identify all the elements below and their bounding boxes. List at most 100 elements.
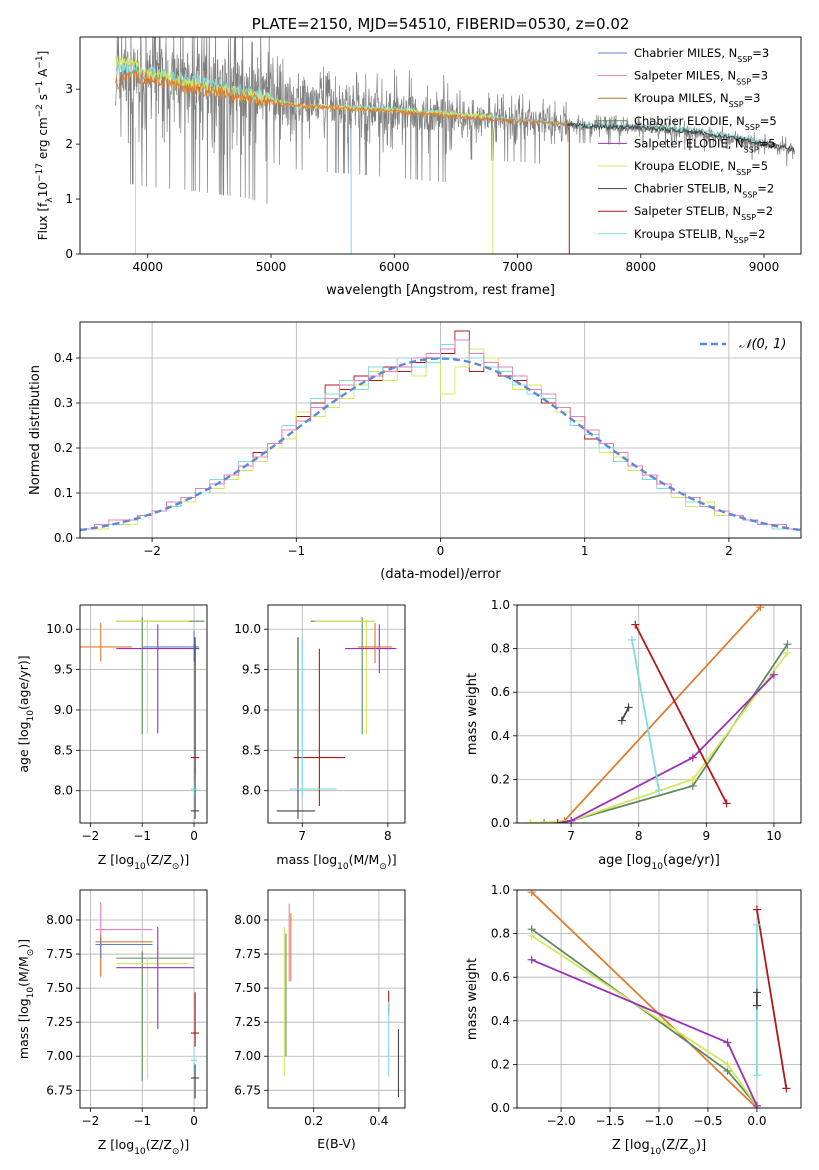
y-tick-label: 0.4 xyxy=(491,729,510,743)
x-tick-label: 2 xyxy=(725,544,733,558)
x-tick-label: 0 xyxy=(437,544,445,558)
y-tick-label: 7.50 xyxy=(46,981,73,995)
y-axis-label-part: 10 xyxy=(36,182,50,197)
y-tick-label: 9.0 xyxy=(54,703,73,717)
y-axis-label-part: (M/M xyxy=(16,956,31,987)
series-marker xyxy=(688,775,697,784)
legend-text: =2 xyxy=(749,227,766,241)
y-tick-label: 6.75 xyxy=(46,1083,73,1097)
x-tick-label: 7 xyxy=(567,829,575,843)
y-axis-label-part: −2 xyxy=(35,104,45,117)
series-line xyxy=(531,958,758,1107)
legend-text: Chabrier STELIB, N xyxy=(634,182,742,196)
x-tick-label: 0 xyxy=(190,1114,198,1128)
legend-entry: Chabrier MILES, NSSP=3 xyxy=(634,46,769,64)
x-tick-label: 8 xyxy=(384,829,392,843)
errorbar-point xyxy=(190,637,200,819)
legend-text: Chabrier MILES, N xyxy=(634,46,737,60)
y-tick-label: 7.75 xyxy=(234,947,261,961)
x-tick-label: −1 xyxy=(133,829,151,843)
plot-area xyxy=(115,37,795,254)
series-marker xyxy=(527,955,536,964)
y-axis-label: mass [log10(M/M⊙)] xyxy=(16,939,36,1059)
observed-spectrum xyxy=(115,37,795,204)
legend-subscript: SSP xyxy=(736,168,751,177)
series-line xyxy=(621,707,630,721)
series-marker xyxy=(655,786,663,795)
y-axis-label-part: ] xyxy=(36,51,50,56)
errorbar-point xyxy=(116,956,189,1080)
y-tick-label: 9.0 xyxy=(242,703,261,717)
errorbar-point xyxy=(142,630,200,662)
x-tick-label: 10 xyxy=(766,829,781,843)
x-axis-label: age [log10(age/yr)] xyxy=(598,853,720,872)
legend-text: Salpeter ELODIE, N xyxy=(634,136,744,150)
x-axis-label: wavelength [Angstrom, rest frame] xyxy=(326,283,555,298)
legend-entry: Kroupa ELODIE, NSSP=5 xyxy=(634,159,768,177)
errorbar-point xyxy=(190,992,200,1047)
legend-entry: Kroupa MILES, NSSP=3 xyxy=(634,91,760,109)
y-tick-label: 0.3 xyxy=(54,396,73,410)
series-marker xyxy=(526,819,535,823)
series-line xyxy=(563,606,762,822)
chart-mass-vs-Z: −2 −1 06.757.007.257.507.758.00Z [log10(Z/… xyxy=(16,889,208,1157)
series-marker xyxy=(752,920,761,929)
x-axis-label-part: 10 xyxy=(134,862,146,872)
y-axis-label-part: age [log xyxy=(16,721,31,772)
legend-text: Salpeter MILES, N xyxy=(634,69,736,83)
series-marker xyxy=(567,816,576,823)
y-tick-label: 10.0 xyxy=(234,622,261,636)
errorbar-point xyxy=(116,619,189,735)
errorbar-point xyxy=(345,624,397,673)
y-axis-label-part: Flux [f xyxy=(36,202,50,240)
y-axis-label-part: −1 xyxy=(35,55,45,68)
x-tick-label: −2 xyxy=(143,544,161,558)
errorbar-point xyxy=(190,1064,200,1099)
x-tick-label: 1 xyxy=(581,544,589,558)
x-axis-label-part: )] xyxy=(179,852,189,867)
model-spectrum xyxy=(566,121,795,152)
x-axis-label-part: (Z/Z xyxy=(661,1138,688,1153)
x-axis-label-part: Z [log xyxy=(98,852,134,867)
y-axis-label: Normed distribution xyxy=(28,365,43,495)
x-axis-label-part: ⊙ xyxy=(172,862,180,872)
plot-area xyxy=(527,890,791,1108)
y-axis-label-part: λ xyxy=(45,197,55,203)
legend-entry: 𝒩(0, 1) xyxy=(739,337,786,352)
y-tick-label: 0.0 xyxy=(491,816,510,830)
x-tick-label: 7000 xyxy=(502,260,533,274)
y-tick-label: 0 xyxy=(65,247,73,261)
legend-text: =5 xyxy=(751,159,768,173)
series-marker xyxy=(553,819,562,823)
y-tick-label: 6.75 xyxy=(234,1083,261,1097)
legend-entry: Salpeter STELIB, NSSP=2 xyxy=(634,204,773,222)
legend-subscript: SSP xyxy=(745,122,760,131)
y-tick-label: 0.1 xyxy=(54,486,73,500)
series-marker xyxy=(722,799,731,808)
x-axis-label-part: ⊙ xyxy=(172,1147,180,1157)
legend-text: Kroupa STELIB, N xyxy=(634,227,734,241)
errorbar-point xyxy=(80,622,132,662)
x-axis-label: mass [log10(M/M⊙)] xyxy=(276,852,396,872)
legend-subscript: SSP xyxy=(737,55,752,64)
y-tick-label: 0.8 xyxy=(491,642,510,656)
series-line xyxy=(531,928,758,1107)
series-marker xyxy=(752,905,761,914)
legend-text: =3 xyxy=(744,91,761,105)
y-tick-label: 0.4 xyxy=(54,351,73,365)
series-marker xyxy=(723,1060,732,1069)
y-tick-label: 3 xyxy=(65,82,73,96)
x-axis-label: Z [log10(Z/Z⊙)] xyxy=(98,1137,189,1157)
axes-frame xyxy=(267,889,406,1109)
legend-text: =5 xyxy=(759,136,776,150)
x-axis-label-part: (Z/Z xyxy=(146,852,172,867)
y-axis-label-part: 10 xyxy=(26,987,36,999)
legend-entry: Kroupa STELIB, NSSP=2 xyxy=(634,227,765,245)
errorbar-point xyxy=(293,648,346,807)
y-tick-label: 7.00 xyxy=(234,1049,261,1063)
y-axis-label-part: )] xyxy=(16,939,31,949)
x-tick-label: −1.0 xyxy=(644,1114,673,1128)
x-axis-label-part: mass [log xyxy=(276,852,337,867)
y-tick-label: 8.00 xyxy=(234,913,261,927)
y-axis-label: mass weight xyxy=(465,958,480,1040)
